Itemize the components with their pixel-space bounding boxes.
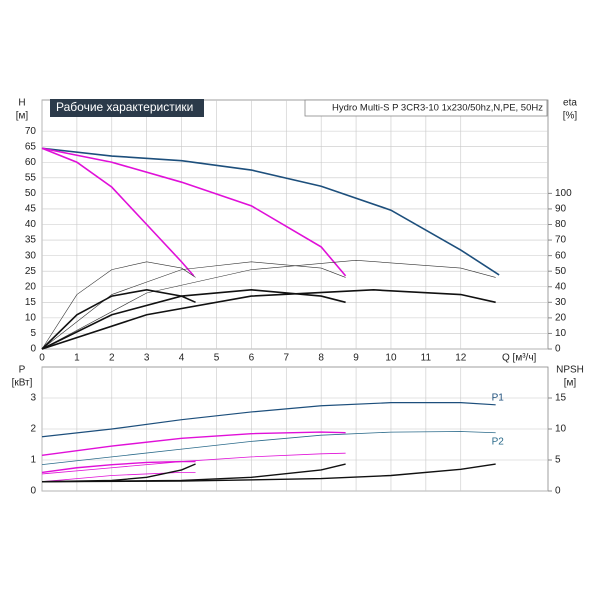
y2-axis-label: NPSH bbox=[556, 365, 584, 376]
x-tick-label: 0 bbox=[39, 353, 45, 364]
x-tick-label: 7 bbox=[283, 353, 289, 364]
x-tick-label: 3 bbox=[144, 353, 150, 364]
curve bbox=[41, 289, 196, 350]
y2-tick-label: 100 bbox=[555, 188, 572, 199]
y2-tick-label: 15 bbox=[555, 393, 567, 404]
y-tick-label: 0 bbox=[30, 486, 36, 497]
y2-tick-label: 60 bbox=[555, 250, 567, 261]
title-box bbox=[50, 99, 204, 117]
curve bbox=[41, 289, 346, 350]
y-tick-label: 3 bbox=[30, 393, 36, 404]
y-tick-label: 70 bbox=[25, 126, 37, 137]
x-tick-label: 6 bbox=[249, 353, 255, 364]
curve bbox=[41, 431, 346, 457]
y2-tick-label: 5 bbox=[555, 455, 561, 466]
y-tick-label: 5 bbox=[30, 328, 36, 339]
y-tick-label: 35 bbox=[25, 235, 37, 246]
x-axis-label: Q [м³/ч] bbox=[502, 353, 537, 364]
x-tick-label: 9 bbox=[353, 353, 359, 364]
y2-axis-unit: [м] bbox=[564, 378, 577, 389]
y-tick-label: 25 bbox=[25, 266, 37, 277]
y2-tick-label: 10 bbox=[555, 424, 567, 435]
y2-tick-label: 0 bbox=[555, 486, 561, 497]
subtitle-box bbox=[304, 99, 548, 117]
y2-tick-label: 30 bbox=[555, 297, 567, 308]
y-axis-label: P bbox=[19, 365, 26, 376]
y-tick-label: 1 bbox=[30, 455, 36, 466]
curve bbox=[41, 431, 496, 466]
y-tick-label: 65 bbox=[25, 141, 37, 152]
chart-title: Рабочие характеристики bbox=[56, 100, 193, 114]
curve bbox=[41, 289, 496, 350]
curve bbox=[41, 147, 347, 277]
y-tick-label: 50 bbox=[25, 188, 37, 199]
curve-label: P2 bbox=[492, 436, 505, 447]
y-tick-label: 60 bbox=[25, 157, 37, 168]
y2-tick-label: 10 bbox=[555, 328, 567, 339]
y2-tick-label: 20 bbox=[555, 313, 567, 324]
y2-tick-label: 90 bbox=[555, 204, 567, 215]
x-tick-label: 11 bbox=[421, 353, 432, 364]
x-tick-label: 1 bbox=[74, 353, 80, 364]
curve bbox=[41, 471, 196, 483]
y-tick-label: 20 bbox=[25, 281, 37, 292]
curve-label: P1 bbox=[492, 392, 505, 403]
y-tick-label: 10 bbox=[25, 313, 37, 324]
curve bbox=[41, 452, 346, 475]
x-tick-label: 12 bbox=[455, 353, 467, 364]
y2-tick-label: 40 bbox=[555, 281, 567, 292]
curve bbox=[41, 460, 196, 474]
curve bbox=[41, 402, 496, 438]
y2-tick-label: 50 bbox=[555, 266, 567, 277]
y2-tick-label: 0 bbox=[555, 344, 561, 355]
x-tick-label: 4 bbox=[179, 353, 185, 364]
y2-axis-unit: [%] bbox=[563, 111, 578, 122]
y-tick-label: 30 bbox=[25, 250, 37, 261]
y-tick-label: 55 bbox=[25, 172, 37, 183]
x-tick-label: 2 bbox=[109, 353, 115, 364]
x-tick-label: 5 bbox=[214, 353, 220, 364]
curve bbox=[41, 147, 500, 276]
y2-tick-label: 70 bbox=[555, 235, 567, 246]
curve bbox=[41, 259, 496, 350]
y-tick-label: 2 bbox=[30, 424, 36, 435]
y-axis-unit: [м] bbox=[16, 111, 29, 122]
y2-tick-label: 80 bbox=[555, 219, 567, 230]
y-tick-label: 45 bbox=[25, 204, 37, 215]
y-tick-label: 40 bbox=[25, 219, 37, 230]
y-tick-label: 15 bbox=[25, 297, 37, 308]
y-axis-label: H bbox=[18, 98, 25, 109]
curve bbox=[41, 147, 195, 277]
y-axis-unit: [кВт] bbox=[12, 378, 33, 389]
y2-axis-label: eta bbox=[563, 98, 577, 109]
curve bbox=[41, 463, 346, 483]
curve bbox=[41, 261, 346, 350]
curve bbox=[41, 463, 196, 483]
chart-subtitle: Hydro Multi-S P 3CR3-10 1x230/50hz,N,PE,… bbox=[332, 103, 543, 114]
x-tick-label: 10 bbox=[385, 353, 397, 364]
y-tick-label: 0 bbox=[30, 344, 36, 355]
x-tick-label: 8 bbox=[318, 353, 324, 364]
